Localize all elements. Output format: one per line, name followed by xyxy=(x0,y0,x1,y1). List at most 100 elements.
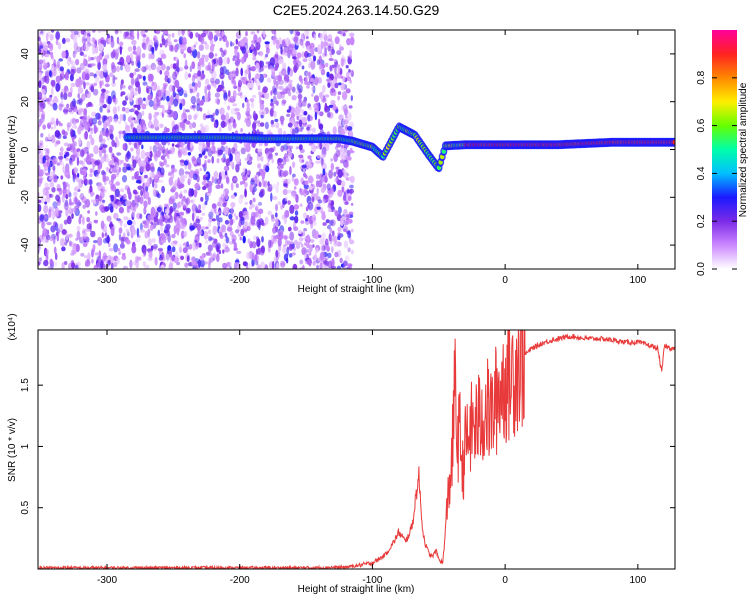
noise-speck xyxy=(334,177,338,183)
noise-speck xyxy=(38,164,41,172)
noise-speck xyxy=(278,55,282,59)
noise-speck xyxy=(42,187,48,196)
noise-speck xyxy=(90,130,94,135)
noise-speck xyxy=(280,204,283,210)
noise-speck xyxy=(51,187,56,193)
noise-speck xyxy=(273,110,277,118)
noise-speck xyxy=(133,71,137,76)
noise-speck xyxy=(261,155,264,163)
noise-speck xyxy=(119,188,125,193)
noise-speck xyxy=(56,132,62,139)
noise-speck xyxy=(254,204,259,210)
noise-speck xyxy=(300,78,304,85)
noise-speck xyxy=(129,164,133,172)
noise-speck xyxy=(101,88,106,93)
noise-speck xyxy=(240,181,243,186)
noise-speck xyxy=(274,54,279,59)
noise-speck xyxy=(316,174,320,180)
noise-speck xyxy=(150,166,155,173)
noise-speck xyxy=(70,68,75,76)
noise-speck xyxy=(143,174,148,179)
noise-speck xyxy=(256,219,261,228)
noise-speck xyxy=(117,248,121,252)
noise-speck xyxy=(124,107,130,114)
noise-speck xyxy=(347,126,353,131)
noise-speck xyxy=(207,229,212,235)
noise-speck xyxy=(165,224,170,232)
noise-speck xyxy=(136,30,140,40)
noise-speck xyxy=(222,249,225,254)
noise-speck xyxy=(183,231,187,238)
noise-speck xyxy=(95,112,101,120)
noise-speck xyxy=(316,187,319,195)
noise-speck xyxy=(230,206,234,216)
noise-speck xyxy=(230,202,236,208)
noise-speck xyxy=(344,201,349,205)
noise-speck xyxy=(296,116,300,121)
noise-speck xyxy=(130,30,135,38)
noise-speck xyxy=(331,88,336,93)
noise-speck xyxy=(44,248,50,256)
noise-speck xyxy=(73,245,77,249)
noise-speck xyxy=(149,73,154,82)
noise-speck xyxy=(173,39,178,43)
noise-speck xyxy=(134,77,140,87)
noise-speck xyxy=(216,242,221,251)
noise-speck xyxy=(317,77,323,84)
noise-speck xyxy=(307,201,314,211)
noise-speck xyxy=(110,194,114,202)
noise-speck xyxy=(64,71,70,81)
noise-speck xyxy=(341,216,347,221)
noise-speck xyxy=(55,231,59,237)
noise-speck xyxy=(86,223,92,230)
noise-speck xyxy=(240,147,246,155)
noise-speck xyxy=(61,50,67,59)
noise-speck xyxy=(86,31,91,36)
noise-speck xyxy=(220,170,226,178)
noise-speck xyxy=(283,183,288,187)
noise-speck xyxy=(287,67,291,72)
noise-speck xyxy=(232,55,238,59)
noise-speck xyxy=(320,187,326,193)
noise-speck xyxy=(70,82,76,88)
noise-speck xyxy=(226,261,231,268)
noise-speck xyxy=(135,179,142,184)
noise-speck xyxy=(122,253,126,257)
noise-speck xyxy=(267,239,272,249)
noise-speck xyxy=(172,240,178,244)
noise-speck xyxy=(347,156,352,161)
noise-speck xyxy=(70,252,75,256)
noise-speck xyxy=(111,64,117,74)
noise-speck xyxy=(275,203,278,212)
noise-speck xyxy=(183,189,188,194)
noise-speck xyxy=(53,246,57,254)
noise-speck xyxy=(38,257,43,262)
noise-speck xyxy=(182,37,187,45)
noise-speck xyxy=(182,195,186,201)
noise-speck xyxy=(101,232,105,239)
noise-speck xyxy=(222,35,227,42)
noise-speck xyxy=(132,189,138,195)
noise-speck xyxy=(148,53,152,60)
noise-speck xyxy=(38,61,43,71)
noise-speck xyxy=(241,47,247,54)
noise-speck xyxy=(264,92,270,100)
noise-speck xyxy=(210,77,215,84)
noise-speck xyxy=(326,184,330,189)
noise-speck xyxy=(218,126,222,133)
noise-speck xyxy=(219,66,224,75)
noise-speck xyxy=(136,46,142,56)
noise-speck xyxy=(274,152,279,156)
noise-speck xyxy=(148,112,152,121)
noise-speck xyxy=(72,98,76,108)
noise-speck xyxy=(42,124,47,130)
noise-speck xyxy=(240,76,245,81)
noise-speck xyxy=(38,36,41,42)
noise-speck xyxy=(109,205,114,213)
noise-speck xyxy=(291,161,296,168)
noise-speck xyxy=(313,254,318,261)
noise-speck xyxy=(182,108,186,118)
noise-speck xyxy=(347,247,351,253)
noise-speck xyxy=(220,145,224,150)
noise-speck xyxy=(270,119,274,125)
